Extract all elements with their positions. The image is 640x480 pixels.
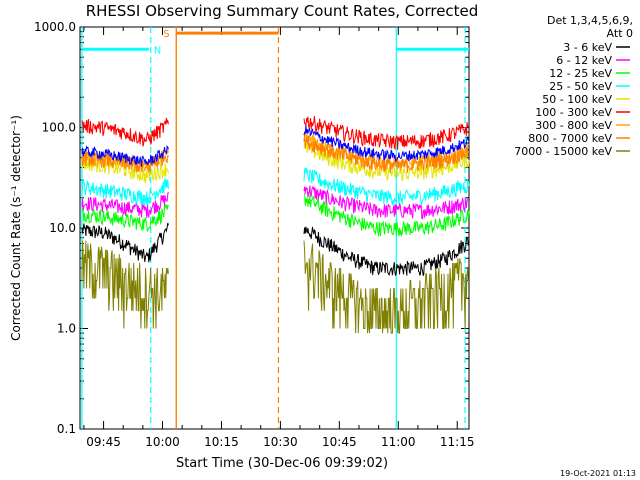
x-tick-label: 10:45 <box>322 435 357 449</box>
y-tick-label: 0.1 <box>57 422 76 436</box>
legend-label: 100 - 300 keV <box>535 106 612 119</box>
series-4-early <box>81 156 169 184</box>
plot-annotations: NS <box>81 27 469 429</box>
night-label: N <box>154 45 161 56</box>
x-tick-label: 09:45 <box>86 435 121 449</box>
legend-label: 800 - 7000 keV <box>528 132 612 145</box>
y-tick-label: 1000.0 <box>34 20 76 34</box>
y-axis: 0.1 1.0 10.0 100.0 1000.0 <box>34 20 469 436</box>
x-axis: 09:45 10:00 10:15 10:30 10:45 11:00 11:15 <box>83 27 475 449</box>
series-0-early <box>81 222 169 263</box>
series-1-late <box>303 185 470 220</box>
legend-label: 7000 - 15000 keV <box>514 145 612 158</box>
data-series <box>81 116 470 334</box>
saa-label: S <box>163 29 169 40</box>
series-3-late <box>303 167 470 206</box>
legend-label: 3 - 6 keV <box>563 41 612 54</box>
x-axis-label: Start Time (30-Dec-06 09:39:02) <box>176 456 388 471</box>
x-tick-label: 11:15 <box>440 435 475 449</box>
x-tick-label: 10:00 <box>145 435 180 449</box>
plot-frame <box>79 26 470 430</box>
x-tick-label: 10:15 <box>204 435 239 449</box>
legend-label: 50 - 100 keV <box>542 93 612 106</box>
x-tick-label: 10:30 <box>263 435 298 449</box>
legend-label: 12 - 25 keV <box>549 67 612 80</box>
series-5-late <box>303 116 470 150</box>
chart-title: RHESSI Observing Summary Count Rates, Co… <box>86 2 479 20</box>
x-tick-label: 11:00 <box>381 435 416 449</box>
legend-label: 25 - 50 keV <box>549 80 612 93</box>
y-axis-label: Corrected Count Rate (s⁻¹ detector⁻¹) <box>9 115 23 341</box>
series-8-late <box>303 240 469 334</box>
series-3-early <box>81 178 169 206</box>
series-2-late <box>303 193 470 237</box>
legend-label: 6 - 12 keV <box>556 54 612 67</box>
series-blue-late <box>303 125 470 163</box>
y-tick-label: 10.0 <box>49 221 76 235</box>
legend-header: Att 0 <box>607 27 633 40</box>
y-tick-label: 100.0 <box>42 121 76 135</box>
legend-header: Det 1,3,4,5,6,9, <box>547 14 633 27</box>
series-0-late <box>303 226 470 277</box>
series-7-late <box>303 133 469 173</box>
series-5-early <box>81 117 169 147</box>
footer-timestamp: 19-Oct-2021 01:13 <box>560 469 636 478</box>
series-1-early <box>81 191 169 219</box>
y-tick-label: 1.0 <box>57 322 76 336</box>
series-blue-early <box>81 144 169 167</box>
series-2-early <box>81 204 169 232</box>
series-8-early <box>81 240 169 329</box>
legend-label: 300 - 800 keV <box>535 119 612 132</box>
